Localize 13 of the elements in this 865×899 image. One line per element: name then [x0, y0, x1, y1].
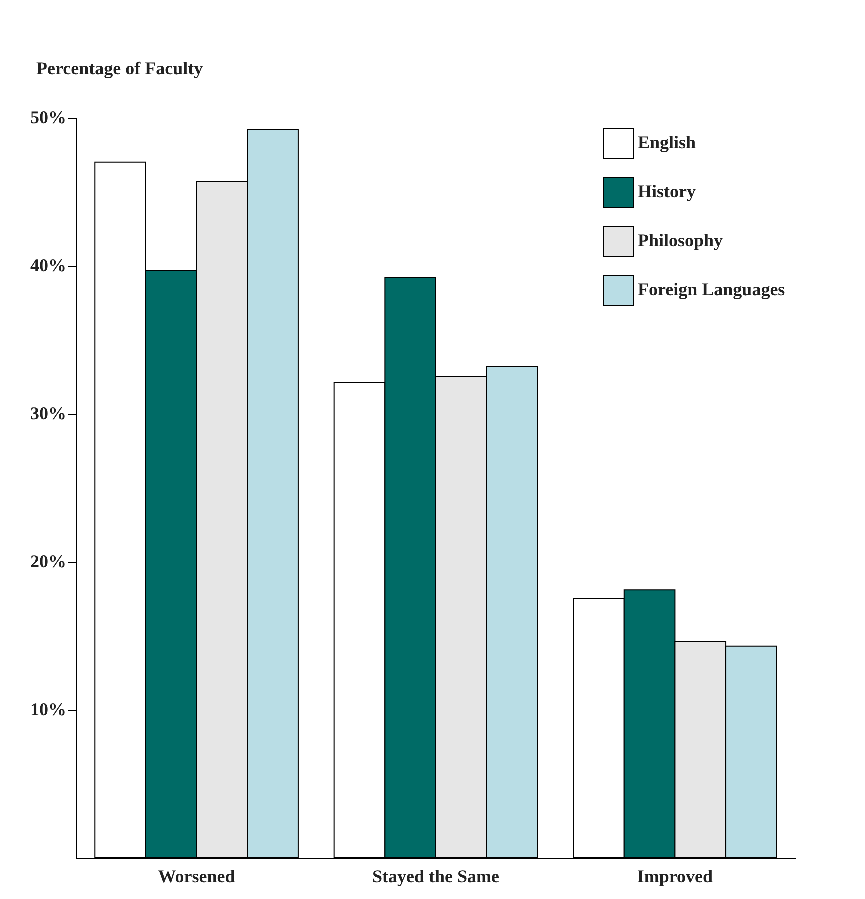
y-tick-label: 30% — [30, 404, 66, 424]
x-tick-label: Improved — [637, 866, 714, 886]
legend-label: English — [638, 132, 696, 152]
y-tick-label: 50% — [30, 108, 66, 128]
y-axis-title: Percentage of Faculty — [36, 58, 204, 78]
y-tick-label: 20% — [30, 552, 66, 572]
y-tick-label: 40% — [30, 256, 66, 276]
legend-label: Foreign Languages — [638, 280, 786, 300]
legend-label: Philosophy — [638, 230, 724, 250]
x-tick-label: Stayed the Same — [372, 866, 500, 886]
y-tick-label: 10% — [30, 700, 66, 720]
legend-label: History — [638, 182, 696, 202]
x-tick-label: Worsened — [158, 866, 236, 886]
